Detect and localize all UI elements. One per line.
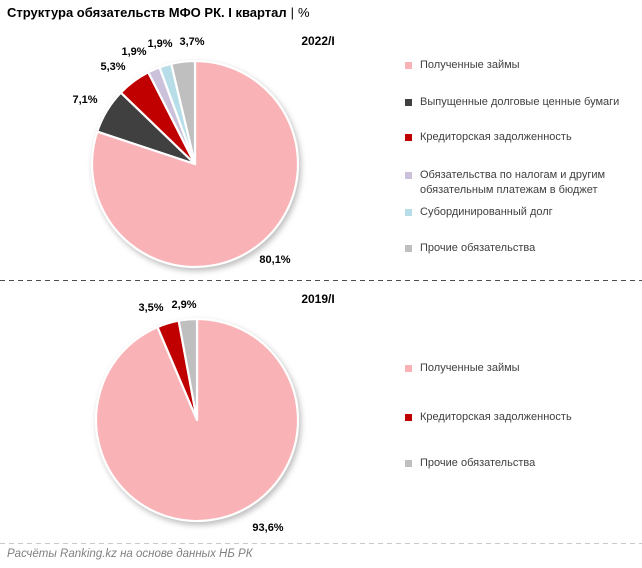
pie-value-label: 2,9% [171,299,197,311]
legend-marker [405,209,412,216]
pie-value-label: 5,3% [100,61,126,73]
legend-marker [405,460,412,467]
pie-slice [177,317,199,422]
pie-slice [90,59,300,269]
legend-marker [405,245,412,252]
legend-marker [405,99,412,106]
legend-marker [405,172,412,179]
legend-marker [405,414,412,421]
chart-title-2019: 2019/I [301,292,335,306]
pie-value-label: 93,6% [252,522,284,534]
page-title: Структура обязательств МФО РК. I квартал… [7,5,310,20]
title-unit: % [298,5,310,20]
legend-label: Полученные займы [420,362,520,374]
pie-slice [170,59,197,166]
legend-label: Обязательства по налогам и другим обязат… [420,169,606,196]
legend-label: Кредиторская задолженность [420,131,572,143]
legend-item: Субординированный долг [405,205,633,220]
title-separator: | [290,5,295,20]
legend-marker [405,134,412,141]
pie-chart-2022 [90,59,300,269]
pie-value-label: 3,5% [138,302,164,314]
pie-value-label: 1,9% [147,38,173,50]
legend-item: Обязательства по налогам и другим обязат… [405,168,633,198]
page-title-text: Структура обязательств МФО РК. I квартал [7,5,287,20]
pie-value-label: 7,1% [72,94,98,106]
legend-marker [405,365,412,372]
legend-item: Полученные займы [405,58,633,73]
legend-label: Прочие обязательства [420,457,536,469]
legend-label: Выпущенные долговые ценные бумаги [420,96,620,108]
footer-divider [0,543,642,544]
legend-label: Субординированный долг [420,206,553,218]
legend-item: Полученные займы [405,361,633,376]
footer-source: Расчёты Ranking.kz на основе данных НБ Р… [7,548,253,560]
legend-marker [405,62,412,69]
legend-item: Кредиторская задолженность [405,130,633,145]
pie-value-label: 1,9% [121,46,147,58]
legend-item: Прочие обязательства [405,241,633,256]
section-divider [0,280,642,281]
pie-chart-2019 [94,317,300,523]
legend-item: Выпущенные долговые ценные бумаги [405,95,633,110]
legend-item: Прочие обязательства [405,456,633,471]
pie-value-label: 3,7% [179,36,205,48]
legend-label: Кредиторская задолженность [420,411,572,423]
legend-item: Кредиторская задолженность [405,410,633,425]
pie-value-label: 80,1% [259,254,291,266]
chart-title-2022: 2022/I [301,34,335,48]
legend-label: Прочие обязательства [420,242,536,254]
legend-label: Полученные займы [420,59,520,71]
